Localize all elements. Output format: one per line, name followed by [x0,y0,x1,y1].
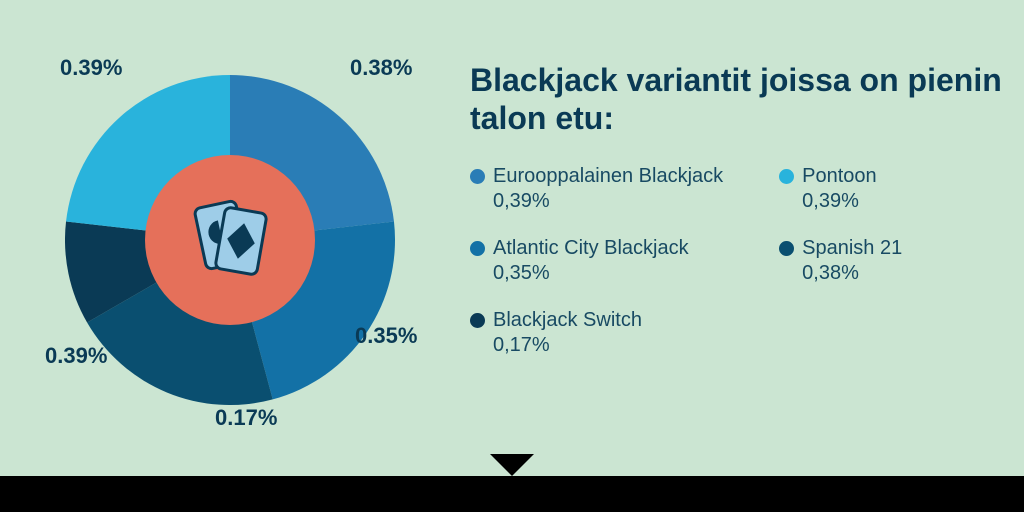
legend-dot [779,241,794,256]
bottom-bar [0,476,1024,512]
legend-value: 0,38% [802,261,902,286]
slice-label-pontoon: 0.39% [45,343,107,369]
slice-label-atlantic: 0.35% [355,323,417,349]
legend-item: Spanish 210,38% [779,236,902,286]
pie-chart: 0.39%0.38%0.35%0.17%0.39% [65,75,395,405]
legend-dot [470,313,485,328]
slice-label-european: 0.39% [60,55,122,81]
legend-column-0: Eurooppalainen Blackjack0,39% Atlantic Ci… [470,164,723,358]
legend-item: Pontoon0,39% [779,164,902,214]
center-disc [145,155,315,325]
content-area: Blackjack variantit joissa on pienin tal… [470,62,1010,358]
legend-dot [779,169,794,184]
legend-item: Eurooppalainen Blackjack0,39% [470,164,723,214]
caret-icon [490,454,534,476]
slice-label-switch: 0.17% [215,405,277,431]
legend-name: Atlantic City Blackjack [493,236,689,261]
legend-dot [470,241,485,256]
legend-name: Pontoon [802,164,877,189]
legend-dot [470,169,485,184]
legend-name: Blackjack Switch [493,308,642,333]
legend-item: Atlantic City Blackjack0,35% [470,236,723,286]
slice-label-spanish21: 0.38% [350,55,412,81]
playing-cards-icon [180,190,280,290]
legend-value: 0,35% [493,261,689,286]
legend: Eurooppalainen Blackjack0,39%Atlantic Ci… [470,164,1010,358]
legend-column-1: Pontoon0,39% Spanish 210,38% [779,164,902,358]
legend-item: Blackjack Switch0,17% [470,308,723,358]
page-title: Blackjack variantit joissa on pienin tal… [470,62,1010,138]
legend-value: 0,39% [802,189,877,214]
legend-value: 0,39% [493,189,723,214]
legend-name: Eurooppalainen Blackjack [493,164,723,189]
legend-name: Spanish 21 [802,236,902,261]
legend-value: 0,17% [493,333,642,358]
infographic-canvas: 0.39%0.38%0.35%0.17%0.39% Blackjack vari… [0,0,1024,512]
